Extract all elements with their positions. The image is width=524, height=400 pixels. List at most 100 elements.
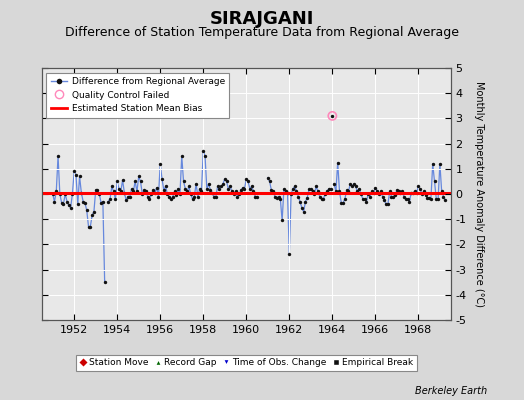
Point [120,190,128,196]
Point [165,193,173,200]
Point [398,188,407,195]
Point [228,188,236,195]
Point [160,187,168,194]
Point [326,186,335,192]
Point [418,191,426,197]
Point [275,193,283,200]
Point [144,193,152,200]
Point [369,190,378,196]
Point [267,187,276,194]
Point [352,183,360,190]
Point [294,193,302,200]
Point [195,186,204,192]
Point [158,176,166,182]
Point [183,188,191,195]
Point [86,224,94,230]
Point [353,188,362,195]
Point [226,183,234,190]
Point [301,198,310,205]
Point [233,193,242,200]
Point [272,194,281,201]
Point [364,191,373,197]
Point [104,198,113,205]
Point [332,188,340,195]
Point [292,188,301,195]
Point [201,153,209,159]
Point [264,174,272,181]
Point [392,187,401,194]
Point [407,190,416,196]
Point [251,193,259,200]
Point [377,188,385,195]
Point [106,196,114,202]
Point [167,196,175,202]
Point [210,193,218,200]
Point [73,201,82,207]
Y-axis label: Monthly Temperature Anomaly Difference (°C): Monthly Temperature Anomaly Difference (… [474,81,484,307]
Point [367,188,376,195]
Point [185,183,193,190]
Point [271,193,279,200]
Point [380,197,388,204]
Point [343,187,351,194]
Point [411,188,419,195]
Point [405,198,413,205]
Point [52,188,60,195]
Point [188,196,196,202]
Point [247,183,256,190]
Point [224,186,233,192]
Point [242,176,250,182]
Point [315,193,324,200]
Point [115,186,123,192]
Point [299,208,308,215]
Point [63,198,71,205]
Point [208,190,216,196]
Point [384,201,392,207]
Legend: Station Move, Record Gap, Time of Obs. Change, Empirical Break: Station Move, Record Gap, Time of Obs. C… [76,355,417,371]
Point [141,188,150,195]
Point [145,196,154,202]
Point [289,186,297,192]
Point [249,188,258,195]
Point [70,168,79,174]
Point [441,197,450,204]
Point [124,193,132,200]
Point [127,186,136,192]
Point [110,188,118,195]
Point [199,148,208,154]
Point [244,178,252,185]
Point [429,160,437,167]
Point [285,251,293,258]
Point [118,177,127,183]
Point [382,201,390,207]
Point [344,188,353,195]
Point [217,183,225,190]
Point [350,181,358,187]
Point [309,188,317,195]
Point [321,191,330,197]
Point [358,196,367,202]
Point [269,188,277,195]
Point [95,191,103,197]
Point [84,224,93,230]
Point [215,186,224,192]
Point [318,196,326,202]
Point [412,190,421,196]
Point [50,198,59,205]
Point [421,192,430,198]
Point [335,188,344,195]
Point [88,212,96,219]
Point [83,207,91,214]
Point [305,186,313,192]
Point [287,191,296,197]
Point [387,193,396,200]
Point [129,188,137,195]
Point [149,187,157,194]
Point [416,186,424,192]
Point [400,193,408,200]
Point [178,153,186,159]
Point [265,178,274,185]
Point [219,181,227,187]
Point [389,193,398,200]
Point [396,190,405,196]
